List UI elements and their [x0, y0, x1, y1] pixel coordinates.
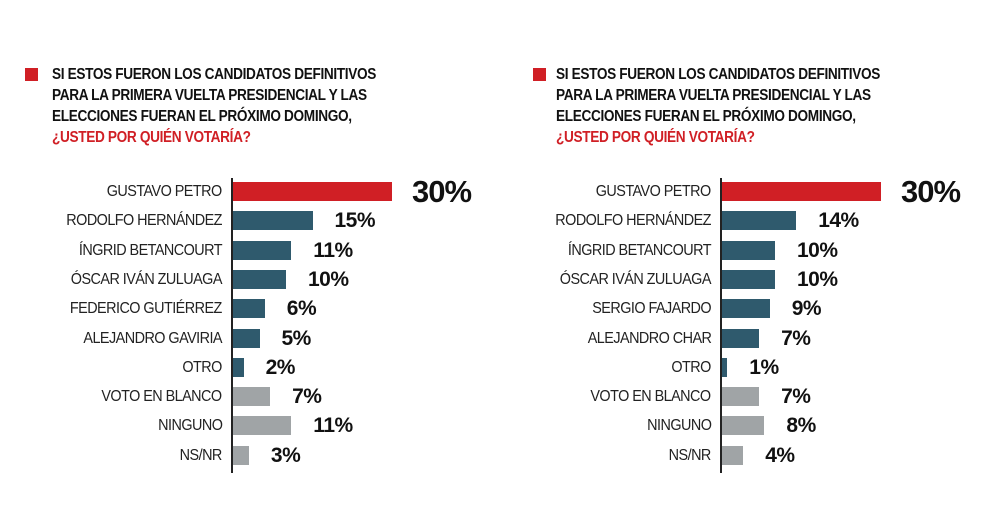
poll-panel-right: SI ESTOS FUERON LOS CANDIDATOS DEFINITIV…	[489, 0, 989, 530]
category-label: ALEJANDRO CHAR	[587, 329, 711, 347]
category-label: NINGUNO	[157, 417, 223, 435]
bar	[722, 328, 760, 348]
title-line: ELECCIONES FUERAN EL PRÓXIMO DOMINGO,	[52, 108, 352, 125]
category-label: ÓSCAR IVÁN ZULUAGA	[559, 270, 712, 288]
title-line: SI ESTOS FUERON LOS CANDIDATOS DEFINITIV…	[52, 66, 376, 83]
title-marker	[25, 68, 38, 81]
value-label: 5%	[281, 326, 312, 350]
value-label: 7%	[781, 385, 811, 409]
bar	[233, 182, 392, 201]
chart-title: SI ESTOS FUERON LOS CANDIDATOS DEFINITIV…	[556, 64, 880, 148]
value-label: 11%	[313, 238, 353, 262]
value-label: 1%	[749, 355, 779, 379]
bar	[722, 240, 775, 260]
value-label: 8%	[786, 414, 816, 438]
title-question: ¿USTED POR QUIÉN VOTARÍA?	[52, 129, 251, 146]
category-label: FEDERICO GUTIÉRREZ	[70, 300, 222, 318]
value-label: 7%	[292, 385, 322, 409]
value-label: 30%	[901, 174, 961, 209]
bar	[722, 211, 797, 231]
bar	[722, 387, 760, 407]
bar	[722, 182, 881, 201]
value-label: 4%	[765, 443, 795, 467]
value-label: 10%	[308, 267, 349, 291]
title-question: ¿USTED POR QUIÉN VOTARÍA?	[556, 129, 755, 146]
bar-chart: GUSTAVO PETRO 30% RODOLFO HERNÁNDEZ 14% ÍNGR…	[489, 0, 989, 530]
title-line: ELECCIONES FUERAN EL PRÓXIMO DOMINGO,	[556, 108, 856, 125]
value-label: 30%	[412, 174, 472, 209]
title-line: PARA LA PRIMERA VUELTA PRESIDENCIAL Y LA…	[556, 87, 871, 104]
value-label: 3%	[270, 443, 301, 467]
title-line: SI ESTOS FUERON LOS CANDIDATOS DEFINITIV…	[556, 66, 880, 83]
bar	[722, 357, 728, 377]
category-label: ÓSCAR IVÁN ZULUAGA	[70, 270, 223, 288]
title-line: PARA LA PRIMERA VUELTA PRESIDENCIAL Y LA…	[52, 87, 367, 104]
category-label: GUSTAVO PETRO	[107, 183, 222, 200]
category-label: RODOLFO HERNÁNDEZ	[66, 212, 222, 230]
category-label: NINGUNO	[646, 417, 712, 435]
value-label: 6%	[286, 297, 317, 321]
y-axis-line	[720, 178, 722, 473]
category-label: NS/NR	[668, 446, 712, 464]
title-marker	[533, 68, 546, 81]
bar	[722, 445, 744, 465]
bar	[233, 269, 286, 289]
bar	[233, 328, 260, 348]
category-label: OTRO	[182, 358, 223, 376]
value-label: 10%	[797, 238, 838, 262]
category-label: ÍNGRID BETANCOURT	[78, 241, 223, 259]
category-label: ALEJANDRO GAVIRIA	[83, 329, 222, 347]
bar	[722, 416, 765, 436]
bar	[233, 357, 244, 377]
poll-panel-left: SI ESTOS FUERON LOS CANDIDATOS DEFINITIV…	[25, 64, 472, 473]
value-label: 7%	[781, 326, 811, 350]
bar	[233, 211, 313, 231]
category-label: OTRO	[671, 358, 712, 376]
bar	[722, 269, 775, 289]
value-label: 15%	[334, 209, 376, 233]
category-label: ÍNGRID BETANCOURT	[567, 241, 712, 259]
bar	[233, 387, 271, 407]
bar	[233, 416, 292, 436]
category-label: VOTO EN BLANCO	[590, 388, 712, 406]
value-label: 11%	[313, 414, 353, 438]
bar	[233, 445, 249, 465]
value-label: 14%	[818, 209, 859, 233]
value-label: 9%	[791, 297, 822, 321]
bar	[233, 299, 265, 319]
y-axis-line	[231, 178, 233, 473]
category-label: SERGIO FAJARDO	[592, 300, 711, 318]
chart-title: SI ESTOS FUERON LOS CANDIDATOS DEFINITIV…	[52, 64, 376, 148]
bar	[722, 299, 770, 319]
category-label: GUSTAVO PETRO	[596, 183, 711, 200]
value-label: 10%	[797, 267, 838, 291]
category-label: NS/NR	[179, 446, 223, 464]
bar-chart: GUSTAVO PETRO 30% RODOLFO HERNÁNDEZ 15% ÍNGR…	[66, 174, 472, 473]
bar	[233, 240, 292, 260]
category-label: VOTO EN BLANCO	[101, 388, 223, 406]
value-label: 2%	[265, 355, 296, 379]
category-label: RODOLFO HERNÁNDEZ	[555, 212, 711, 230]
